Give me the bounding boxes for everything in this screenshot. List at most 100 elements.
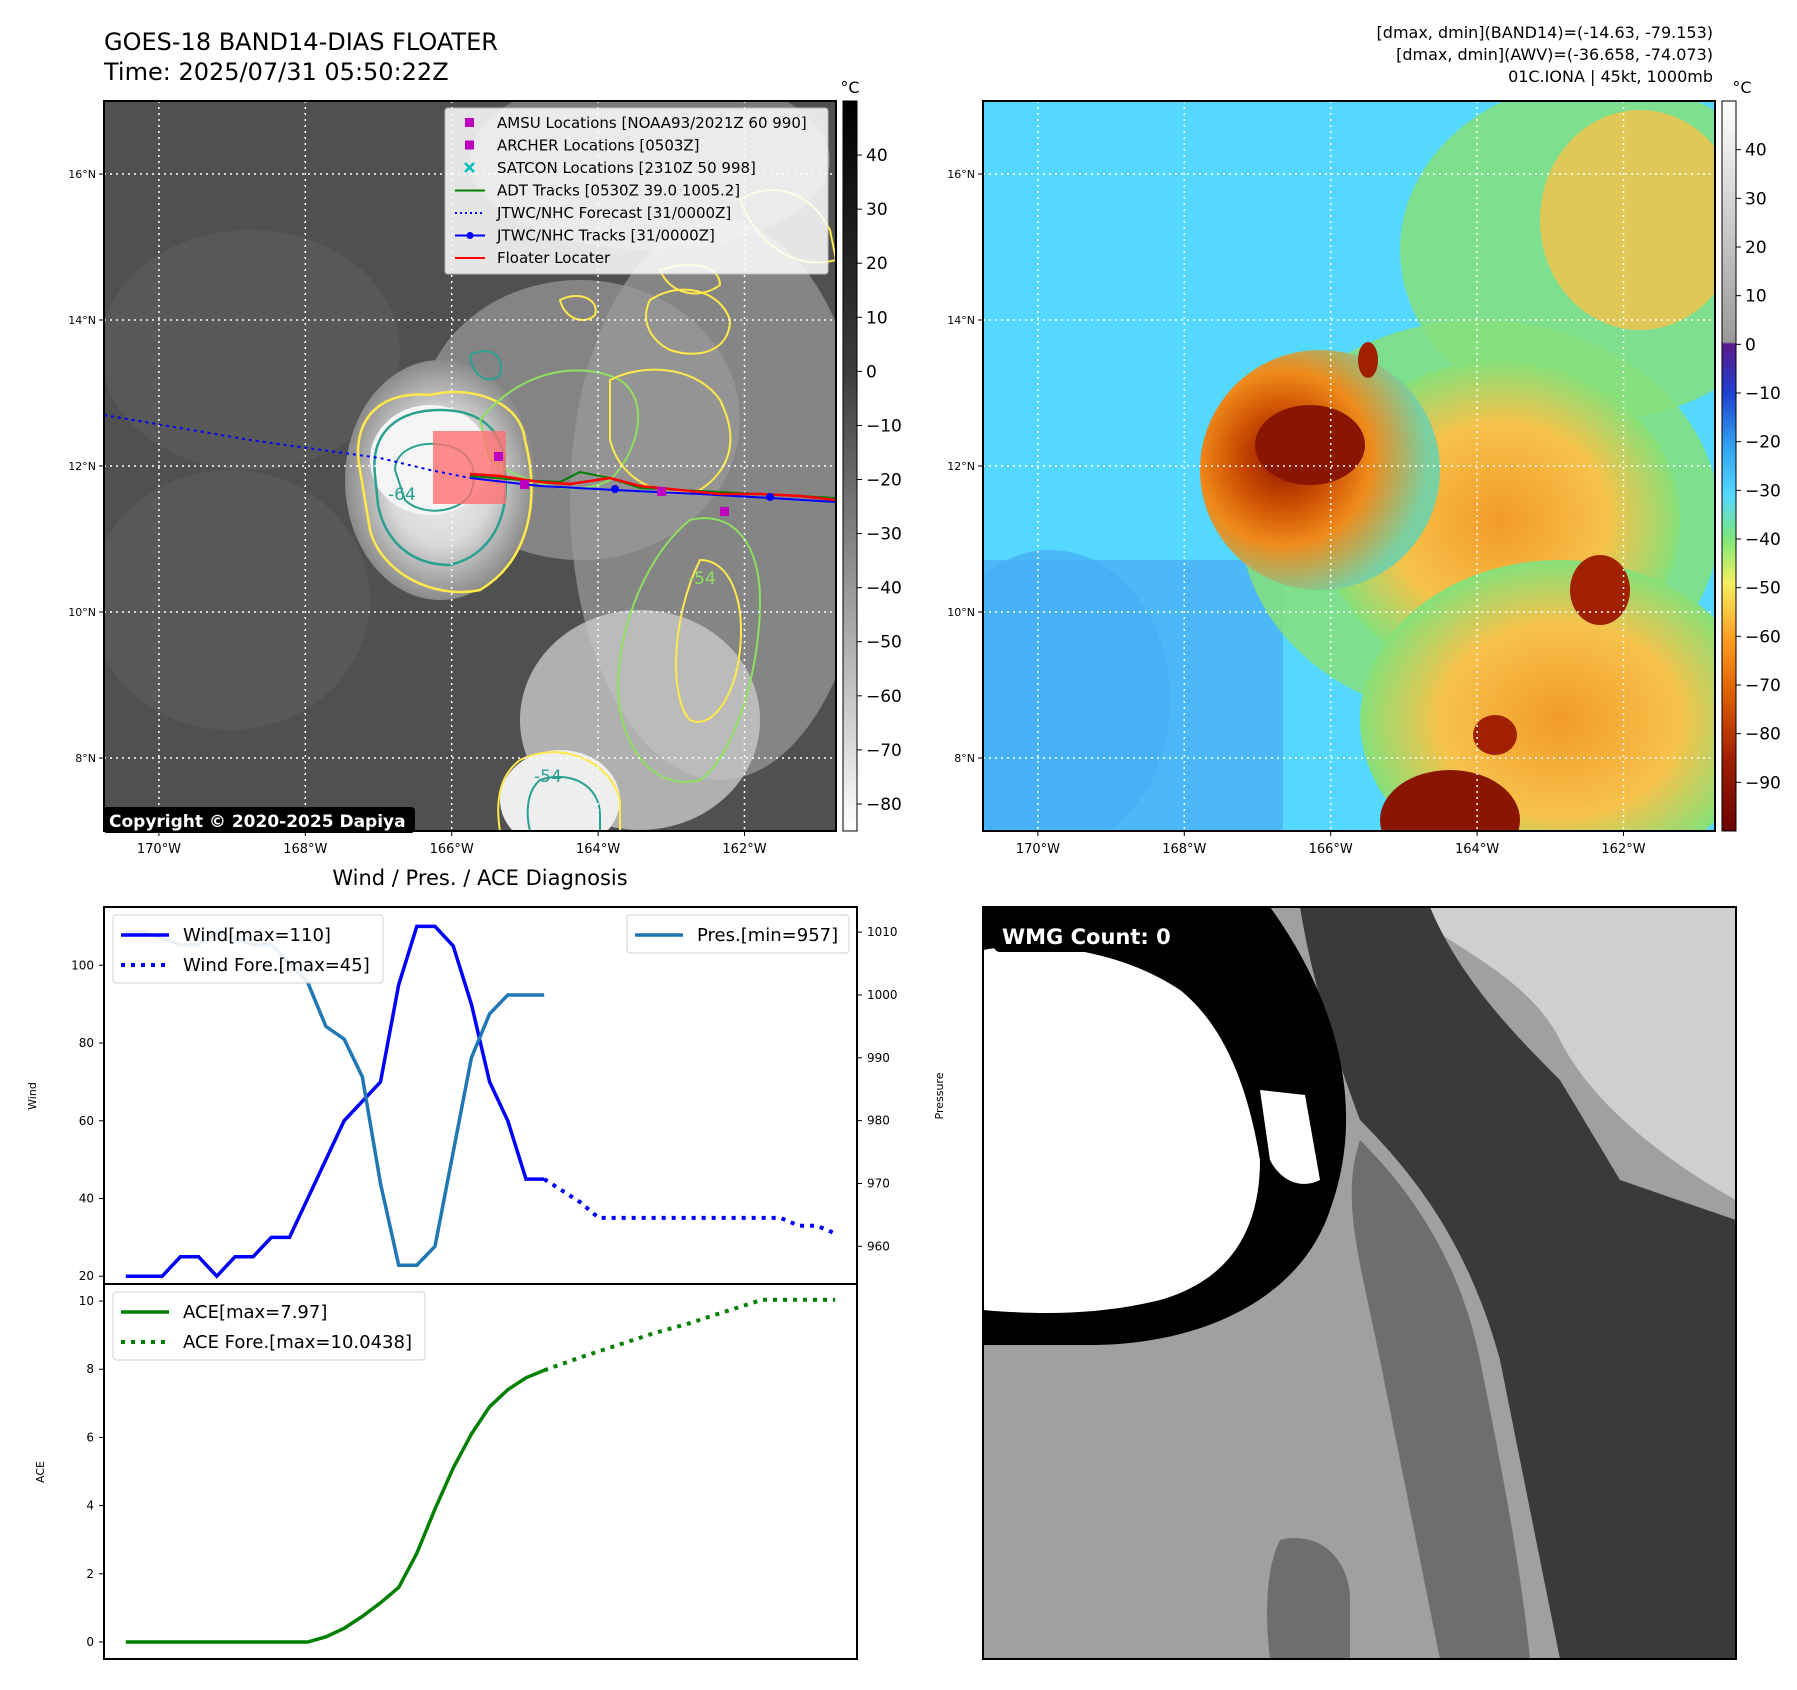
lon-tick-label: 162°W	[722, 842, 766, 857]
figure-time: Time: 2025/07/31 05:50:22Z	[103, 58, 449, 86]
colorbar-tick-label: −90	[1745, 773, 1781, 793]
lon-tick-label: 170°W	[1016, 842, 1060, 857]
lat-tick-label: 14°N	[947, 314, 975, 327]
colorbar-tick-label: −50	[1745, 579, 1781, 599]
gray-colorbar	[842, 100, 858, 832]
y-tick-label: 8	[86, 1362, 94, 1376]
lat-tick-label: 12°N	[68, 460, 96, 473]
info-band14: [dmax, dmin](BAND14)=(-14.63, -79.153)	[1377, 23, 1713, 42]
awv-map-panel	[983, 101, 1715, 831]
y2-tick-label: 980	[867, 1114, 890, 1128]
lat-tick-label: 16°N	[68, 168, 96, 181]
y-tick-label: 60	[79, 1114, 94, 1128]
colorbar-tick-label: −30	[1745, 481, 1781, 501]
info-storm: 01C.IONA | 45kt, 1000mb	[1508, 67, 1713, 86]
archer-marker	[520, 480, 529, 489]
wind-line	[543, 1177, 836, 1236]
colorbar-tick-label: 10	[866, 308, 888, 328]
contour-label: -54	[534, 767, 562, 787]
colorbar-tick-label: −50	[866, 633, 902, 653]
y2-tick-label: 1000	[867, 988, 898, 1002]
diagnosis-title: Wind / Pres. / ACE Diagnosis	[332, 866, 627, 890]
wmg-count-box	[994, 920, 1176, 952]
contour-label: -54	[688, 569, 716, 589]
colorbar-tick-label: 30	[1745, 189, 1767, 209]
colorbar-tick-label: 20	[866, 254, 888, 274]
map-legend: AMSU Locations [NOAA93/2021Z 60 990] ARCH…	[444, 107, 829, 275]
ace-line	[543, 1297, 836, 1373]
y-tick-label: 80	[79, 1036, 94, 1050]
gray-colorbar-unit: °C	[840, 78, 859, 97]
figure-title: GOES-18 BAND14-DIAS FLOATER	[104, 28, 498, 56]
y-tick-label: 2	[86, 1567, 94, 1581]
colorbar-tick-label: −60	[1745, 627, 1781, 647]
color-colorbar	[1721, 100, 1737, 832]
color-colorbar-unit: °C	[1732, 78, 1751, 97]
legend-entry: Floater Locater	[497, 249, 611, 267]
lon-tick-label: 170°W	[137, 842, 181, 857]
lat-tick-label: 10°N	[68, 606, 96, 619]
y-tick-label: 40	[79, 1191, 94, 1205]
legend-entry: AMSU Locations [NOAA93/2021Z 60 990]	[497, 114, 807, 132]
colorbar-tick-label: −20	[1745, 433, 1781, 453]
lat-tick-label: 16°N	[947, 168, 975, 181]
chart-legend-entry: Pres.[min=957]	[697, 925, 838, 946]
wind-line	[125, 924, 545, 1279]
amsu-marker	[494, 452, 503, 461]
y-tick-label: 20	[79, 1269, 94, 1283]
colorbar-tick-label: −80	[866, 795, 902, 815]
ace-axis-label: ACE	[34, 1461, 47, 1483]
chart-legend-entry: ACE Fore.[max=10.0438]	[183, 1332, 412, 1353]
lon-tick-label: 164°W	[1455, 842, 1499, 857]
y-tick-label: 0	[86, 1635, 94, 1649]
copyright-box	[103, 807, 415, 833]
colorbar-tick-label: −40	[866, 579, 902, 599]
colorbar-tick-label: −30	[866, 525, 902, 545]
legend-entry: ADT Tracks [0530Z 39.0 1005.2]	[497, 182, 740, 200]
legend-entry: SATCON Locations [2310Z 50 998]	[497, 159, 756, 177]
y-tick-label: 10	[79, 1294, 94, 1308]
colorbar-tick-label: −80	[1745, 725, 1781, 745]
lon-tick-label: 166°W	[1309, 842, 1353, 857]
wmg-panel	[983, 907, 1736, 1659]
y2-tick-label: 1010	[867, 925, 898, 939]
colorbar-tick-label: −20	[866, 471, 902, 491]
colorbar-tick-label: −60	[866, 687, 902, 707]
y-tick-label: 6	[86, 1430, 94, 1444]
y2-tick-label: 960	[867, 1239, 890, 1253]
chart-legend-entry: Wind Fore.[max=45]	[183, 955, 370, 976]
chart-legend-entry: Wind[max=110]	[183, 925, 331, 946]
lat-tick-label: 8°N	[75, 752, 96, 765]
legend-entry: JTWC/NHC Forecast [31/0000Z]	[496, 204, 731, 222]
colorbar-tick-label: 40	[1745, 141, 1767, 161]
colorbar-tick-label: 0	[1745, 335, 1756, 355]
floater-box	[433, 431, 506, 504]
lat-tick-label: 12°N	[947, 460, 975, 473]
colorbar-tick-label: −40	[1745, 530, 1781, 550]
y-tick-label: 100	[71, 958, 94, 972]
contour-label: -64	[388, 485, 416, 505]
lat-tick-label: 8°N	[954, 752, 975, 765]
lon-tick-label: 168°W	[283, 842, 327, 857]
legend-entry: JTWC/NHC Tracks [31/0000Z]	[496, 227, 715, 245]
colorbar-tick-label: 40	[866, 146, 888, 166]
wind-axis-label: Wind	[26, 1082, 39, 1110]
colorbar-tick-label: −10	[1745, 384, 1781, 404]
y2-tick-label: 970	[867, 1176, 890, 1190]
colorbar-tick-label: 0	[866, 362, 877, 382]
ace-chart: 0 2 4 6 8 10 ACE[max=7.97] ACE Fore.[max=10.043…	[79, 1291, 836, 1649]
wind-pressure-chart: 20 40 60 80 100 960 970 980 990 1000 1010 Wind[max=…	[71, 914, 898, 1283]
wmg-count-label: WMG Count: 0	[1002, 925, 1171, 949]
ace-line	[125, 1368, 545, 1644]
lon-tick-label: 162°W	[1601, 842, 1645, 857]
colorbar-tick-label: −70	[866, 741, 902, 761]
pressure-axis-label: Pressure	[933, 1072, 946, 1119]
lat-tick-label: 14°N	[68, 314, 96, 327]
colorbar-tick-label: 20	[1745, 238, 1767, 258]
lon-tick-label: 166°W	[430, 842, 474, 857]
copyright-text: Copyright © 2020-2025 Dapiya	[109, 812, 406, 832]
forecast-track	[104, 414, 471, 479]
info-awv: [dmax, dmin](AWV)=(-36.658, -74.073)	[1396, 45, 1713, 64]
lat-tick-label: 10°N	[947, 606, 975, 619]
